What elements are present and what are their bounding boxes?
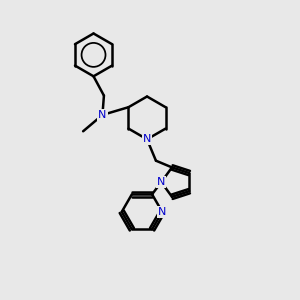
Text: N: N — [158, 207, 166, 217]
Text: N: N — [143, 134, 151, 144]
Text: N: N — [157, 177, 166, 187]
Text: N: N — [98, 110, 106, 120]
